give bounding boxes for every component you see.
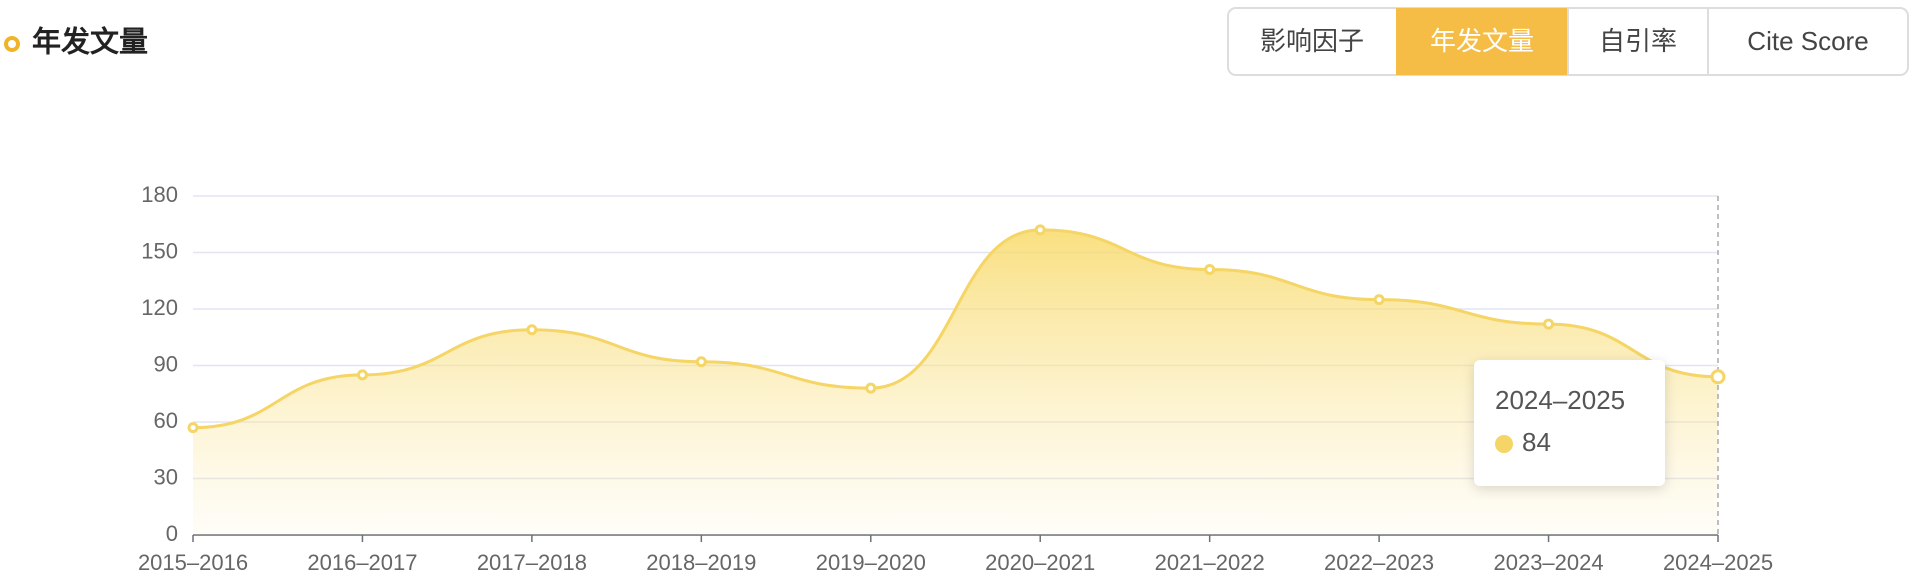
point: [695, 356, 707, 368]
x-tick-label: 2023–2024: [1493, 550, 1603, 575]
point: [187, 422, 199, 434]
point: [526, 324, 538, 336]
tab[interactable]: 自引率: [1599, 26, 1677, 56]
x-tick-label: 2019–2020: [816, 550, 926, 575]
section-title: 年发文量: [32, 25, 148, 59]
x-tick-label: 2022–2023: [1324, 550, 1434, 575]
point: [1204, 263, 1216, 275]
tab[interactable]: Cite Score: [1747, 26, 1868, 56]
x-tick-label: 2020–2021: [985, 550, 1095, 575]
point: [1710, 369, 1726, 385]
y-tick-label: 60: [154, 408, 178, 433]
x-tick-label: 2016–2017: [307, 550, 417, 575]
point: [356, 369, 368, 381]
tab[interactable]: 影响因子: [1260, 26, 1364, 56]
area: [193, 229, 1718, 535]
tooltip-title: 2024–2025: [1495, 385, 1625, 415]
tab-active[interactable]: 年发文量: [1430, 26, 1534, 56]
x-tick-label: 2017–2018: [477, 550, 587, 575]
tooltip-box: [1474, 360, 1665, 486]
tooltip-value: 84: [1522, 427, 1551, 457]
line: [192, 228, 1719, 430]
x-tick-label: 2015–2016: [138, 550, 248, 575]
chart: 0 30 60 90 120 150 180 2015–2016 2016–2017 2017–2…: [138, 182, 1773, 575]
tooltip: 2024–2025 84: [1474, 360, 1665, 486]
point: [1543, 318, 1555, 330]
title-icon: [4, 36, 20, 52]
y-tick-label: 90: [154, 351, 178, 376]
point: [1373, 294, 1385, 306]
point: [1034, 224, 1046, 236]
y-tick-label: 120: [141, 295, 178, 320]
x-tick-label: 2018–2019: [646, 550, 756, 575]
tooltip-marker: [1495, 435, 1513, 453]
x-tick-label: 2024–2025: [1663, 550, 1773, 575]
tab-group: 影响因子 年发文量 自引率 Cite Score: [1227, 7, 1909, 76]
y-tick-label: 30: [154, 464, 178, 489]
y-tick-label: 0: [166, 521, 178, 546]
x-tick-label: 2021–2022: [1155, 550, 1265, 575]
y-tick-label: 180: [141, 182, 178, 207]
point: [865, 382, 877, 394]
tab-active-bg: [1396, 8, 1568, 75]
y-tick-label: 150: [141, 238, 178, 263]
